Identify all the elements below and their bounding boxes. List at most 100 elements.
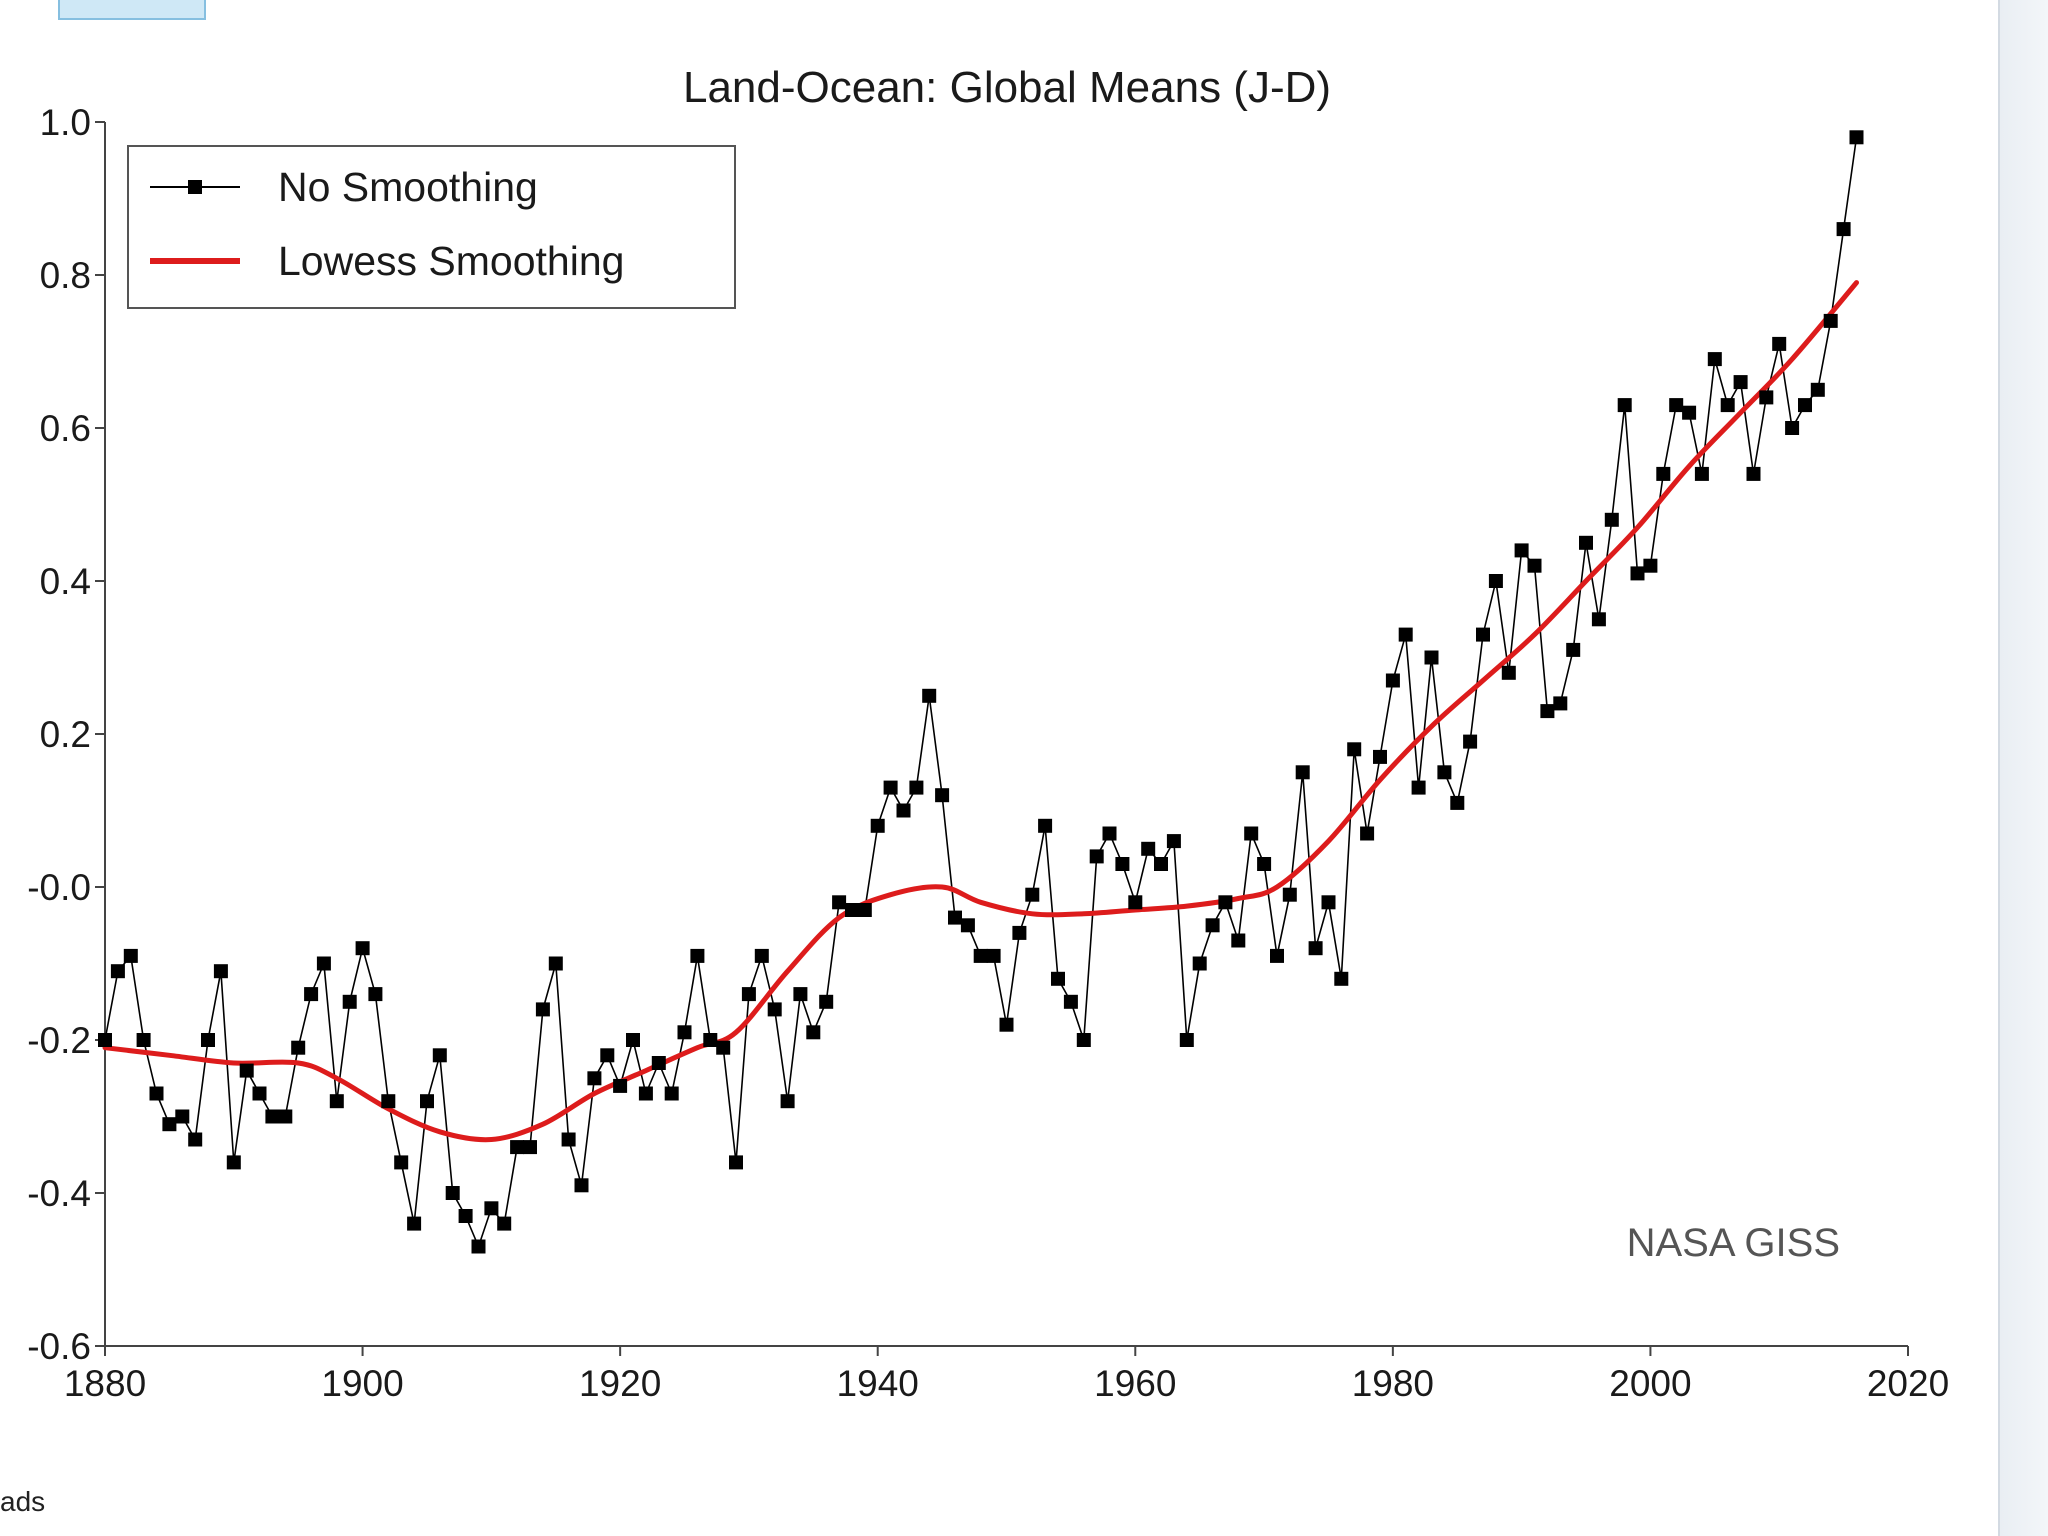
y-tick-label: 0.6 (40, 408, 91, 449)
data-point (1823, 313, 1838, 328)
data-point (162, 1117, 177, 1132)
data-point (1321, 895, 1336, 910)
data-point (793, 987, 808, 1002)
data-point (935, 788, 950, 803)
data-point (278, 1109, 293, 1124)
data-point (1051, 971, 1065, 986)
x-tick-label: 1920 (579, 1363, 661, 1404)
window-scrollbar-edge[interactable] (1998, 0, 2048, 1536)
series-layer (98, 130, 1864, 1254)
data-point (574, 1178, 589, 1193)
data-point (239, 1063, 254, 1078)
data-point (175, 1109, 190, 1124)
data-point (922, 688, 937, 703)
data-point (1849, 130, 1864, 145)
data-point (1579, 535, 1593, 550)
data-point (703, 1033, 718, 1047)
data-point (1707, 352, 1722, 367)
data-point (226, 1155, 241, 1170)
data-point (432, 1048, 447, 1063)
data-point (896, 803, 911, 818)
data-point (960, 918, 975, 933)
top-toolbar-tab[interactable] (58, 0, 206, 20)
data-point (1733, 375, 1748, 390)
data-point (1154, 857, 1168, 871)
data-point (1617, 398, 1632, 413)
y-tick-label: -0.0 (27, 867, 91, 908)
x-tick-label: 1940 (837, 1363, 919, 1404)
data-point (600, 1048, 615, 1063)
data-point (1630, 566, 1645, 581)
data-point (213, 964, 228, 979)
x-tick-label: 1880 (64, 1363, 146, 1404)
data-point (523, 1140, 537, 1155)
data-point (767, 1002, 782, 1017)
data-point (1476, 627, 1490, 642)
data-point (201, 1033, 215, 1047)
data-point (1244, 826, 1259, 841)
data-point (535, 1002, 550, 1017)
data-point (819, 994, 834, 1009)
data-point (316, 956, 331, 971)
x-tick-label: 1960 (1094, 1363, 1176, 1404)
data-point (329, 1094, 344, 1109)
data-point (832, 895, 847, 910)
data-point (368, 987, 383, 1002)
data-point (1604, 512, 1619, 527)
data-point (304, 987, 319, 1002)
data-point (1527, 558, 1542, 573)
data-point (741, 987, 756, 1002)
data-point (1669, 398, 1684, 413)
data-point (999, 1017, 1014, 1032)
data-point (1798, 398, 1812, 413)
y-tick-label: 0.8 (40, 255, 91, 296)
data-point (626, 1033, 640, 1047)
series-lowess-smoothing-line (102, 280, 1859, 1143)
data-point (1553, 696, 1568, 711)
data-point (1102, 826, 1117, 841)
data-point (1772, 336, 1787, 351)
data-point (188, 1132, 203, 1147)
data-point (355, 941, 370, 956)
data-point (870, 818, 885, 833)
data-point (587, 1071, 602, 1086)
data-point (1205, 918, 1220, 933)
data-point (342, 994, 357, 1009)
data-point (1282, 887, 1297, 902)
data-point (1076, 1033, 1091, 1047)
data-point (729, 1155, 743, 1170)
data-point (973, 948, 988, 963)
chart-title: Land-Ocean: Global Means (J-D) (683, 63, 1331, 112)
data-point (1295, 765, 1310, 780)
legend-marker-raw (188, 180, 202, 194)
chart-legend: No Smoothing Lowess Smoothing (127, 145, 736, 309)
data-point (1308, 941, 1323, 956)
data-point (1360, 826, 1375, 841)
data-point (664, 1086, 679, 1101)
data-point (613, 1078, 628, 1093)
data-point (909, 780, 924, 795)
data-point (1810, 382, 1825, 397)
data-point (1385, 673, 1400, 688)
data-point (651, 1056, 666, 1070)
data-point (1373, 749, 1387, 764)
data-point (845, 903, 859, 917)
legend-label-raw: No Smoothing (278, 164, 538, 210)
data-point (1334, 971, 1349, 986)
data-point (497, 1216, 512, 1231)
data-point (1347, 742, 1362, 757)
data-point (265, 1109, 280, 1124)
data-point (1501, 665, 1516, 680)
data-point (110, 964, 125, 979)
legend-box (127, 145, 736, 309)
data-point (1038, 818, 1053, 833)
data-point (471, 1239, 486, 1254)
data-point (1437, 765, 1452, 780)
data-point (883, 780, 898, 795)
y-tick-label: -0.2 (27, 1020, 91, 1061)
data-point (1115, 857, 1130, 871)
data-point (1270, 948, 1284, 963)
chart-annotation: NASA GISS (1627, 1221, 1840, 1265)
data-point (1836, 222, 1851, 237)
data-point (1257, 857, 1272, 871)
